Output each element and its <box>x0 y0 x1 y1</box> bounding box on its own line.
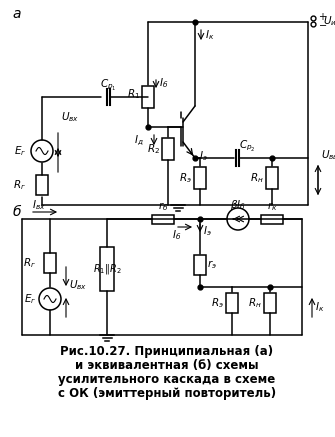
Text: $R_э$: $R_э$ <box>179 171 192 185</box>
Bar <box>266 167 278 189</box>
Bar <box>264 293 276 313</box>
Text: $\beta I_б$: $\beta I_б$ <box>230 198 246 212</box>
Text: $R_2$: $R_2$ <box>147 142 160 156</box>
Bar <box>226 293 238 313</box>
Text: Рис.10.27. Принципиальная (а): Рис.10.27. Принципиальная (а) <box>60 345 274 358</box>
Text: $E_г$: $E_г$ <box>23 292 36 306</box>
Text: $U_{вх}$: $U_{вх}$ <box>61 110 79 124</box>
Text: $б$: $б$ <box>12 203 22 219</box>
Text: +: + <box>318 12 326 22</box>
Text: $R_г$: $R_г$ <box>23 256 36 270</box>
Text: $I_б$: $I_б$ <box>172 228 182 242</box>
Text: $I_э$: $I_э$ <box>199 149 208 163</box>
Text: $а$: $а$ <box>12 7 21 21</box>
Text: $E_г$: $E_г$ <box>14 144 26 158</box>
Text: $r_к$: $r_к$ <box>267 201 277 213</box>
Text: и эквивалентная (б) схемы: и эквивалентная (б) схемы <box>75 359 259 372</box>
Text: $I_д$: $I_д$ <box>134 134 144 148</box>
Text: $I_к$: $I_к$ <box>205 28 214 42</box>
Text: $R_н$: $R_н$ <box>248 296 262 310</box>
Text: $R_г$: $R_г$ <box>13 178 26 192</box>
Text: $I_к$: $I_к$ <box>315 300 324 314</box>
Text: $C_{р_2}$: $C_{р_2}$ <box>239 139 256 153</box>
Text: $U_{вх}$: $U_{вх}$ <box>69 278 87 292</box>
Text: $R_1{\|}R_2$: $R_1{\|}R_2$ <box>93 262 121 276</box>
Text: $r_б$: $r_б$ <box>158 201 168 213</box>
Text: $U_{ип}$: $U_{ип}$ <box>323 14 335 28</box>
Bar <box>36 175 48 195</box>
Text: $U_{вых}$: $U_{вых}$ <box>321 148 335 162</box>
Bar <box>44 253 56 273</box>
Text: с ОК (эмиттерный повторитель): с ОК (эмиттерный повторитель) <box>58 387 276 400</box>
Bar <box>162 138 174 160</box>
Text: $R_1$: $R_1$ <box>127 87 140 101</box>
Text: усилительного каскада в схеме: усилительного каскада в схеме <box>58 373 276 386</box>
Text: $I_б$: $I_б$ <box>159 76 168 90</box>
Bar <box>152 215 174 223</box>
Text: $C_{р_1}$: $C_{р_1}$ <box>100 77 116 93</box>
Text: $I_э$: $I_э$ <box>203 224 212 238</box>
Text: $-$: $-$ <box>318 19 327 29</box>
Bar <box>194 255 206 275</box>
Bar <box>194 167 206 189</box>
Text: $R_э$: $R_э$ <box>211 296 224 310</box>
Bar <box>142 86 154 108</box>
Text: $r_э$: $r_э$ <box>207 259 217 271</box>
Bar <box>100 247 114 291</box>
Bar <box>261 215 283 223</box>
Text: $R_н$: $R_н$ <box>250 171 264 185</box>
Text: $I_{вх}$: $I_{вх}$ <box>32 198 46 212</box>
